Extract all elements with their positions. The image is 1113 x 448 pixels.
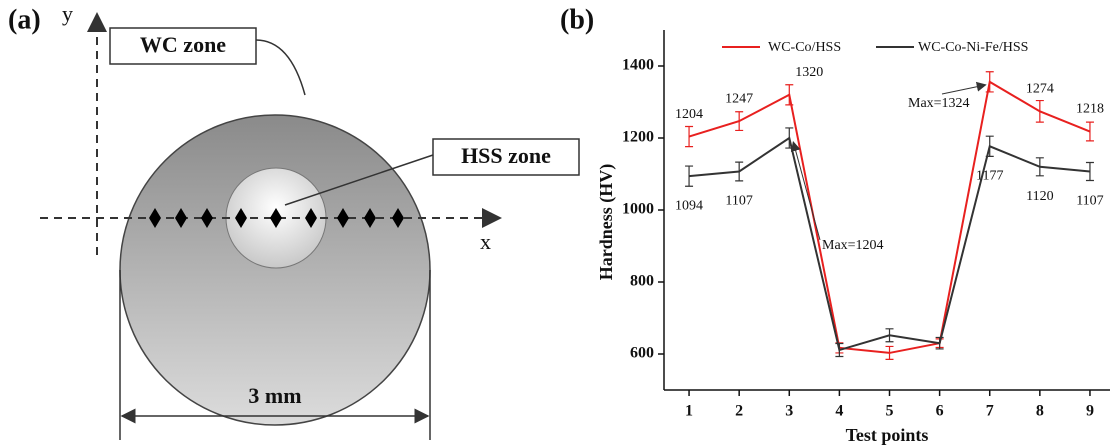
x-tick-label: 4 — [835, 403, 843, 420]
y-tick-label: 1000 — [622, 201, 654, 218]
x-tick-label: 7 — [986, 403, 994, 420]
data-label: 1177 — [976, 168, 1003, 183]
annotation-arrow — [942, 85, 986, 94]
zone-label: HSS zone — [461, 143, 551, 168]
annotation: Max=1324 — [908, 96, 970, 111]
axis-label: x — [480, 229, 491, 254]
error-bar — [785, 85, 793, 105]
annotation: Max=1204 — [822, 238, 884, 253]
leader — [256, 40, 305, 95]
panel-label: (a) — [8, 4, 41, 35]
panel-a: (a) y x WC zone HSS zone 3 mm — [8, 1, 579, 440]
figure: (a) y x WC zone HSS zone 3 mm (b) 600 800… — [0, 0, 1113, 448]
panel-b: (b) 600 800 1000 1200 1400 1 2 3 4 5 6 7 8 9 Test poin… — [560, 4, 1110, 445]
x-tick-label: 5 — [886, 403, 894, 420]
error-bar — [986, 72, 994, 92]
data-label: 1204 — [675, 107, 703, 122]
data-label: 1094 — [675, 198, 703, 213]
annotation-arrow — [793, 142, 820, 240]
y-tick-label: 600 — [630, 345, 654, 362]
x-tick-label: 2 — [735, 403, 743, 420]
y-tick-label: 1400 — [622, 57, 654, 74]
series-line — [689, 82, 1090, 353]
data-label: 1107 — [1076, 194, 1103, 209]
series-line — [689, 138, 1090, 350]
y-tick-label: 1200 — [622, 129, 654, 146]
error-bar — [1036, 101, 1044, 123]
y-tick-label: 800 — [630, 273, 654, 290]
data-label: 1218 — [1076, 102, 1104, 117]
x-tick-label: 9 — [1086, 403, 1094, 420]
legend-label: WC-Co/HSS — [768, 40, 841, 55]
x-tick-label: 3 — [785, 403, 793, 420]
data-label: 1320 — [795, 65, 823, 80]
x-tick-label: 1 — [685, 403, 693, 420]
error-bar — [785, 128, 793, 148]
error-bar — [1086, 122, 1094, 141]
dimension-label: 3 mm — [248, 383, 301, 408]
wc-disc — [120, 115, 430, 425]
y-axis-title: Hardness (HV) — [596, 164, 617, 281]
x-tick-label: 8 — [1036, 403, 1044, 420]
legend-label: WC-Co-Ni-Fe/HSS — [918, 40, 1028, 55]
data-label: 1274 — [1026, 82, 1054, 97]
x-axis-title: Test points — [846, 425, 929, 445]
data-label: 1107 — [725, 194, 752, 209]
axis-label: y — [62, 1, 73, 26]
data-label: 1120 — [1026, 189, 1053, 204]
x-tick-label: 6 — [936, 403, 944, 420]
data-label: 1247 — [725, 91, 753, 106]
zone-label: WC zone — [140, 32, 226, 57]
panel-label: (b) — [560, 4, 594, 35]
